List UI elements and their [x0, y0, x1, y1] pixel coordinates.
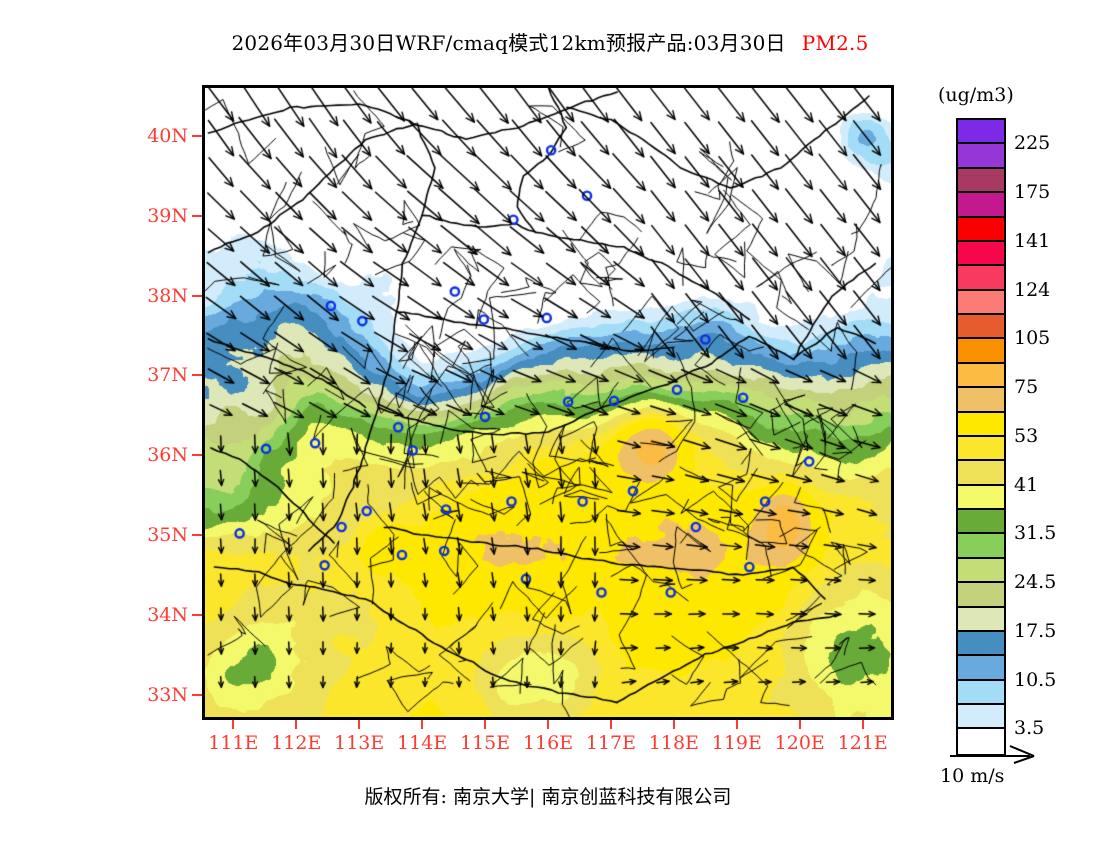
colorbar-tick-label: 53: [1014, 424, 1039, 447]
colorbar-band[interactable]: [958, 534, 1004, 559]
colorbar-band[interactable]: [958, 631, 1004, 657]
latitude-tick-label: 38N: [147, 284, 188, 307]
copyright-credit: 版权所有: 南京大学| 南京创蓝科技有限公司: [0, 782, 1100, 809]
latitude-tick-mark: [192, 534, 202, 536]
colorbar-band[interactable]: 53: [958, 412, 1038, 447]
longitude-tick-mark: [798, 720, 801, 729]
pm25-concentration-map[interactable]: [205, 88, 891, 717]
longitude-tick-mark: [861, 720, 864, 729]
colorbar-band[interactable]: 225: [958, 120, 1050, 154]
colorbar-band[interactable]: [958, 436, 1004, 462]
map-plot-frame[interactable]: [202, 85, 894, 720]
colorbar-band[interactable]: [958, 388, 1004, 413]
colorbar-band[interactable]: [958, 241, 1004, 267]
longitude-tick-label: 118E: [648, 732, 699, 754]
colorbar-legend: (ug/m3) 225 175 141 124 105 75 53 41 31.5 24.5 17.…: [932, 84, 1100, 756]
colorbar-tick-label: 3.5: [1014, 717, 1045, 740]
longitude-tick-label: 120E: [774, 732, 825, 754]
colorbar-tick-label: 41: [1014, 473, 1039, 496]
longitude-tick-mark: [672, 720, 675, 729]
longitude-tick-mark: [484, 720, 487, 729]
title-main-text: 2026年03月30日WRF/cmaq模式12km预报产品:03月30日: [231, 31, 786, 55]
colorbar-tick-label: 17.5: [1014, 619, 1057, 642]
colorbar-band[interactable]: 124: [958, 266, 1050, 301]
colorbar-tick-label: 105: [1014, 327, 1051, 350]
latitude-tick-mark: [192, 693, 202, 696]
latitude-tick-label: 33N: [147, 683, 188, 706]
colorbar-tick-label: 225: [1014, 132, 1051, 155]
colorbar-band[interactable]: [958, 485, 1004, 510]
colorbar-band[interactable]: 105: [958, 315, 1050, 349]
longitude-tick-mark: [609, 720, 612, 729]
colorbar-band[interactable]: 17.5: [958, 607, 1056, 642]
longitude-tick-label: 117E: [585, 732, 636, 754]
longitude-tick-mark: [358, 720, 361, 729]
colorbar-band[interactable]: 24.5: [958, 558, 1056, 593]
wind-vector-key: 10 m/s: [940, 744, 1090, 787]
colorbar-band[interactable]: 10.5: [958, 656, 1056, 691]
latitude-tick-label: 40N: [147, 124, 188, 147]
colorbar-band[interactable]: [958, 339, 1004, 364]
colorbar-tick-label: 141: [1014, 229, 1051, 252]
latitude-tick-label: 39N: [147, 204, 188, 227]
colorbar-tick-label: 24.5: [1014, 571, 1057, 594]
colorbar-band[interactable]: 175: [958, 168, 1050, 203]
chart-title: 2026年03月30日WRF/cmaq模式12km预报产品:03月30日 PM2.…: [0, 27, 1100, 56]
longitude-tick-label: 119E: [711, 732, 762, 754]
longitude-tick-label: 114E: [397, 732, 448, 754]
colorbar-band[interactable]: [958, 680, 1004, 705]
longitude-tick-mark: [232, 720, 235, 729]
colorbar-band[interactable]: 31.5: [958, 510, 1056, 544]
latitude-tick-mark: [192, 454, 202, 457]
copyright-text: 版权所有: 南京大学| 南京创蓝科技有限公司: [364, 786, 732, 808]
latitude-tick-mark: [192, 294, 202, 297]
colorbar-band[interactable]: [958, 144, 1004, 169]
colorbar-band[interactable]: 141: [958, 217, 1050, 252]
colorbar-tick-label: 31.5: [1014, 522, 1057, 545]
longitude-tick-mark: [735, 720, 738, 729]
latitude-tick-mark: [192, 134, 202, 137]
colorbar-band[interactable]: [958, 290, 1004, 315]
latitude-tick-label: 35N: [147, 524, 188, 546]
colorbar-band[interactable]: [958, 729, 1004, 754]
longitude-tick-label: 115E: [459, 732, 511, 754]
longitude-tick-label: 113E: [334, 732, 385, 754]
colorbar-band[interactable]: [958, 193, 1004, 218]
longitude-tick-label: 116E: [522, 732, 574, 754]
longitude-tick-label: 121E: [837, 732, 888, 754]
colorbar-band[interactable]: [958, 583, 1004, 608]
latitude-tick-label: 34N: [147, 603, 188, 626]
longitude-tick-label: 111E: [208, 732, 259, 754]
latitude-tick-mark: [192, 214, 202, 217]
colorbar-swatches[interactable]: 225 175 141 124 105 75 53 41 31.5 24.5 17.5 10.5 3.5: [956, 118, 1056, 756]
colorbar-band[interactable]: 3.5: [958, 705, 1044, 739]
latitude-tick-mark: [192, 613, 202, 616]
wind-key-label: 10 m/s: [940, 765, 1005, 787]
longitude-tick-mark: [421, 720, 424, 729]
colorbar-tick-label: 124: [1014, 278, 1051, 301]
latitude-tick-label: 36N: [147, 444, 188, 467]
title-species-text: PM2.5: [801, 31, 869, 55]
arrow-right-icon: [940, 744, 1090, 764]
longitude-tick-mark: [547, 720, 549, 729]
colorbar-units-label: (ug/m3): [938, 84, 1014, 106]
colorbar-tick-label: 10.5: [1014, 668, 1057, 691]
colorbar-tick-label: 75: [1014, 376, 1039, 399]
latitude-tick-label: 37N: [147, 364, 188, 387]
latitude-tick-mark: [192, 374, 202, 377]
colorbar-band[interactable]: 75: [958, 363, 1038, 398]
colorbar-tick-label: 175: [1014, 181, 1051, 204]
longitude-tick-mark: [295, 720, 298, 729]
colorbar-band[interactable]: 41: [958, 461, 1038, 496]
longitude-tick-label: 112E: [271, 732, 322, 754]
